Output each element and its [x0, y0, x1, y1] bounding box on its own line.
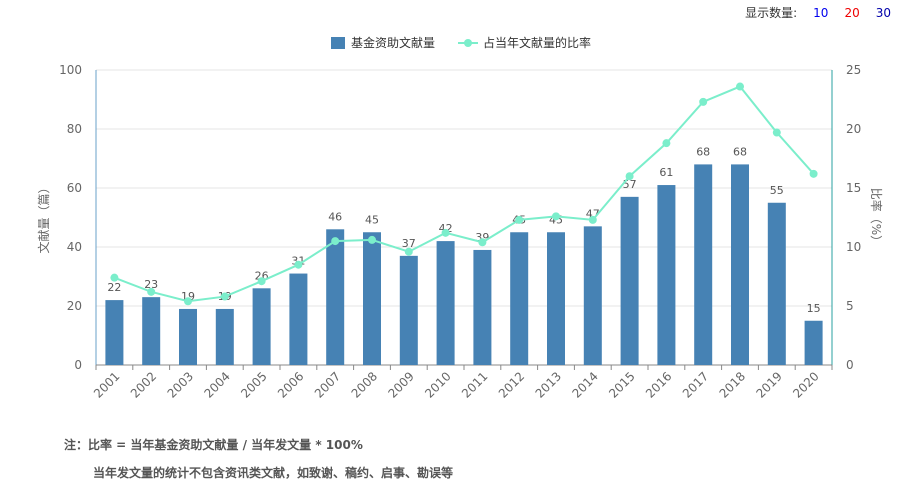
- bar-value-label: 15: [807, 302, 821, 315]
- display-count-control: 显示数量: 10 20 30: [745, 4, 891, 21]
- ratio-point[interactable]: [147, 287, 156, 296]
- x-tick-label: 2007: [312, 369, 343, 400]
- ratio-point[interactable]: [515, 215, 524, 224]
- bar-value-label: 55: [770, 184, 784, 197]
- bar[interactable]: [436, 241, 455, 365]
- x-tick-label: 2008: [349, 369, 380, 400]
- ratio-line: [114, 85, 815, 303]
- display-count-option-10[interactable]: 10: [813, 5, 829, 20]
- bar[interactable]: [510, 232, 529, 365]
- bar[interactable]: [105, 300, 124, 365]
- x-tick-label: 2010: [422, 369, 453, 400]
- bar-value-label: 61: [659, 166, 673, 179]
- ratio-point[interactable]: [368, 235, 376, 244]
- x-tick-label: 2015: [606, 369, 637, 400]
- bar[interactable]: [620, 196, 639, 365]
- bar[interactable]: [583, 226, 602, 365]
- y-right-axis-title: 比率（%）: [869, 188, 884, 247]
- y-left-tick-label: 20: [67, 299, 82, 313]
- y-left-tick-label: 40: [67, 240, 82, 254]
- ratio-point[interactable]: [809, 169, 818, 178]
- y-left-tick-label: 0: [74, 358, 82, 372]
- bar[interactable]: [731, 164, 749, 365]
- y-left-tick-label: 100: [59, 63, 82, 77]
- ratio-point[interactable]: [184, 297, 192, 306]
- bar[interactable]: [326, 229, 345, 365]
- note-formula: 注：比率 = 当年基金资助文献量 / 当年发文量 * 100%: [64, 438, 363, 452]
- bar-value-label: 46: [328, 210, 342, 223]
- bar[interactable]: [547, 232, 565, 365]
- ratio-point[interactable]: [220, 292, 229, 301]
- bar[interactable]: [473, 249, 492, 365]
- ratio-point[interactable]: [736, 82, 744, 91]
- bar-value-label: 68: [696, 145, 710, 158]
- ratio-point[interactable]: [625, 172, 634, 181]
- x-tick-label: 2014: [569, 369, 600, 400]
- display-count-option-30[interactable]: 30: [875, 5, 891, 20]
- ratio-point[interactable]: [772, 128, 781, 137]
- y-right-tick-label: 0: [846, 358, 854, 372]
- ratio-point[interactable]: [662, 139, 671, 148]
- ratio-point[interactable]: [699, 97, 708, 106]
- y-right-tick-label: 5: [846, 299, 854, 313]
- ratio-point[interactable]: [478, 238, 487, 247]
- legend-bar-label[interactable]: 基金资助文献量: [351, 35, 435, 50]
- ratio-point[interactable]: [257, 277, 266, 286]
- bar[interactable]: [657, 185, 676, 365]
- bar[interactable]: [767, 202, 786, 365]
- y-right-tick-label: 25: [846, 63, 861, 77]
- funding-chart: 0204060801000510152025文献量（篇）比率（%）2223191…: [36, 35, 884, 401]
- ratio-point[interactable]: [552, 212, 560, 221]
- ratio-point[interactable]: [441, 228, 450, 237]
- bar-value-label: 68: [733, 145, 747, 158]
- display-count-option-20[interactable]: 20: [844, 5, 860, 20]
- x-tick-label: 2011: [459, 369, 490, 400]
- x-tick-label: 2005: [238, 369, 269, 400]
- bar-value-label: 23: [144, 278, 158, 291]
- x-tick-label: 2013: [533, 369, 564, 400]
- x-tick-label: 2001: [91, 369, 122, 400]
- ratio-point[interactable]: [294, 260, 303, 269]
- display-count-label: 显示数量:: [745, 6, 798, 20]
- note-exclusion: 当年发文量的统计不包含资讯类文献，如致谢、稿约、启事、勘误等: [93, 466, 454, 480]
- y-right-tick-label: 10: [846, 240, 861, 254]
- bar[interactable]: [215, 308, 234, 365]
- x-tick-label: 2020: [790, 369, 821, 400]
- bar-value-label: 45: [365, 213, 379, 226]
- bar[interactable]: [694, 164, 713, 365]
- y-left-axis-title: 文献量（篇）: [36, 181, 51, 253]
- x-tick-label: 2009: [385, 369, 416, 400]
- y-right-tick-label: 15: [846, 181, 861, 195]
- legend-bar-swatch: [331, 37, 345, 49]
- bar-value-label: 22: [107, 281, 121, 294]
- bar[interactable]: [252, 288, 271, 365]
- ratio-point[interactable]: [588, 215, 597, 224]
- ratio-point[interactable]: [331, 237, 340, 246]
- x-tick-label: 2012: [496, 369, 527, 400]
- bar[interactable]: [399, 255, 418, 365]
- legend-line-marker: [464, 39, 472, 47]
- legend-line-label[interactable]: 占当年文献量的比率: [483, 35, 591, 50]
- bar[interactable]: [289, 273, 308, 365]
- x-tick-label: 2002: [128, 369, 159, 400]
- ratio-point[interactable]: [404, 247, 413, 256]
- bar[interactable]: [804, 320, 823, 365]
- y-left-tick-label: 60: [67, 181, 82, 195]
- x-tick-label: 2017: [680, 369, 711, 400]
- y-right-tick-label: 20: [846, 122, 861, 136]
- x-tick-label: 2003: [165, 369, 196, 400]
- x-tick-label: 2019: [753, 369, 784, 400]
- bar[interactable]: [142, 297, 161, 365]
- x-tick-label: 2006: [275, 369, 306, 400]
- y-left-tick-label: 80: [67, 122, 82, 136]
- bar[interactable]: [363, 232, 381, 365]
- x-tick-label: 2018: [717, 369, 748, 400]
- ratio-point[interactable]: [110, 273, 119, 282]
- bar[interactable]: [179, 308, 197, 365]
- x-tick-label: 2004: [201, 369, 232, 400]
- x-tick-label: 2016: [643, 369, 674, 400]
- bar-value-label: 37: [402, 237, 416, 250]
